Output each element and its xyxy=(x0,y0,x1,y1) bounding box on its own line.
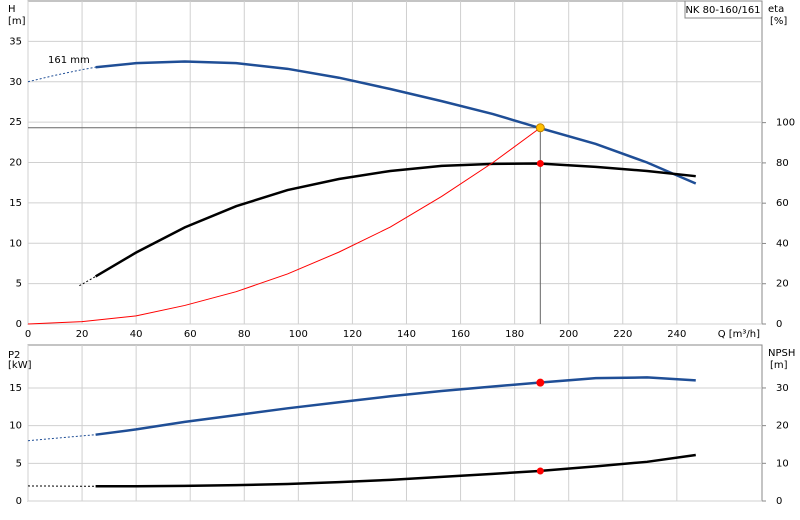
curve xyxy=(27,127,541,325)
y2-axis-label: [m] xyxy=(770,360,788,371)
y2-tick-label: 100 xyxy=(776,118,795,129)
curve xyxy=(94,162,696,278)
y2-axis-label: eta xyxy=(768,4,784,15)
operating-point xyxy=(536,160,544,168)
y2-tick-label: 80 xyxy=(776,158,789,169)
x-tick-label: 100 xyxy=(289,329,308,340)
y2-tick-label: 20 xyxy=(776,279,789,290)
x-tick-label: 60 xyxy=(184,329,197,340)
y2-tick-label: 0 xyxy=(776,319,782,330)
curve xyxy=(79,276,96,287)
x-tick-label: 180 xyxy=(505,329,524,340)
y-tick-label: 25 xyxy=(9,117,22,128)
y-tick-label: 20 xyxy=(9,158,22,169)
y-tick-label: 0 xyxy=(16,319,22,330)
curve xyxy=(27,66,96,83)
y2-axis-label: [%] xyxy=(770,16,787,27)
y-tick-label: 10 xyxy=(9,238,22,249)
chart-title: NK 80-160/161 xyxy=(685,5,760,16)
y-tick-label: 10 xyxy=(9,421,22,432)
x-tick-label: 240 xyxy=(667,329,686,340)
y-tick-label: 35 xyxy=(9,36,22,47)
y-axis-label: H xyxy=(8,4,16,15)
title-box xyxy=(684,0,763,19)
curve xyxy=(27,434,96,442)
y-axis-label: [m] xyxy=(8,16,26,27)
x-tick-label: 80 xyxy=(238,329,251,340)
x-tick-label: 40 xyxy=(130,329,143,340)
operating-point xyxy=(535,123,545,133)
y-tick-label: 30 xyxy=(9,77,22,88)
operating-point xyxy=(536,378,545,387)
x-tick-label: 160 xyxy=(451,329,470,340)
annotation: 161 mm xyxy=(48,55,90,66)
plot-area xyxy=(27,344,763,502)
y-tick-label: 15 xyxy=(9,198,22,209)
x-tick-label: 220 xyxy=(613,329,632,340)
y-axis-label: [kW] xyxy=(8,360,32,371)
x-axis-label: Q [m³/h] xyxy=(718,329,760,340)
x-tick-label: 120 xyxy=(343,329,362,340)
y-tick-label: 15 xyxy=(9,383,22,394)
curve xyxy=(95,453,696,488)
y-axis-label: P2 xyxy=(8,350,20,361)
y-tick-label: 5 xyxy=(16,279,22,290)
y2-tick-label: 10 xyxy=(776,458,789,469)
x-tick-label: 140 xyxy=(397,329,416,340)
x-tick-label: 0 xyxy=(25,329,31,340)
y2-tick-label: 0 xyxy=(776,496,782,507)
y-tick-label: 5 xyxy=(16,458,22,469)
y-tick-label: 0 xyxy=(16,496,22,507)
operating-point xyxy=(536,467,544,475)
y2-tick-label: 20 xyxy=(776,421,789,432)
y2-axis-label: NPSH xyxy=(768,348,795,359)
x-tick-label: 20 xyxy=(76,329,89,340)
y2-tick-label: 40 xyxy=(776,238,789,249)
y2-tick-label: 30 xyxy=(776,383,789,394)
x-tick-label: 200 xyxy=(559,329,578,340)
y2-tick-label: 60 xyxy=(776,198,789,209)
curve xyxy=(95,60,697,185)
curve xyxy=(95,376,696,436)
